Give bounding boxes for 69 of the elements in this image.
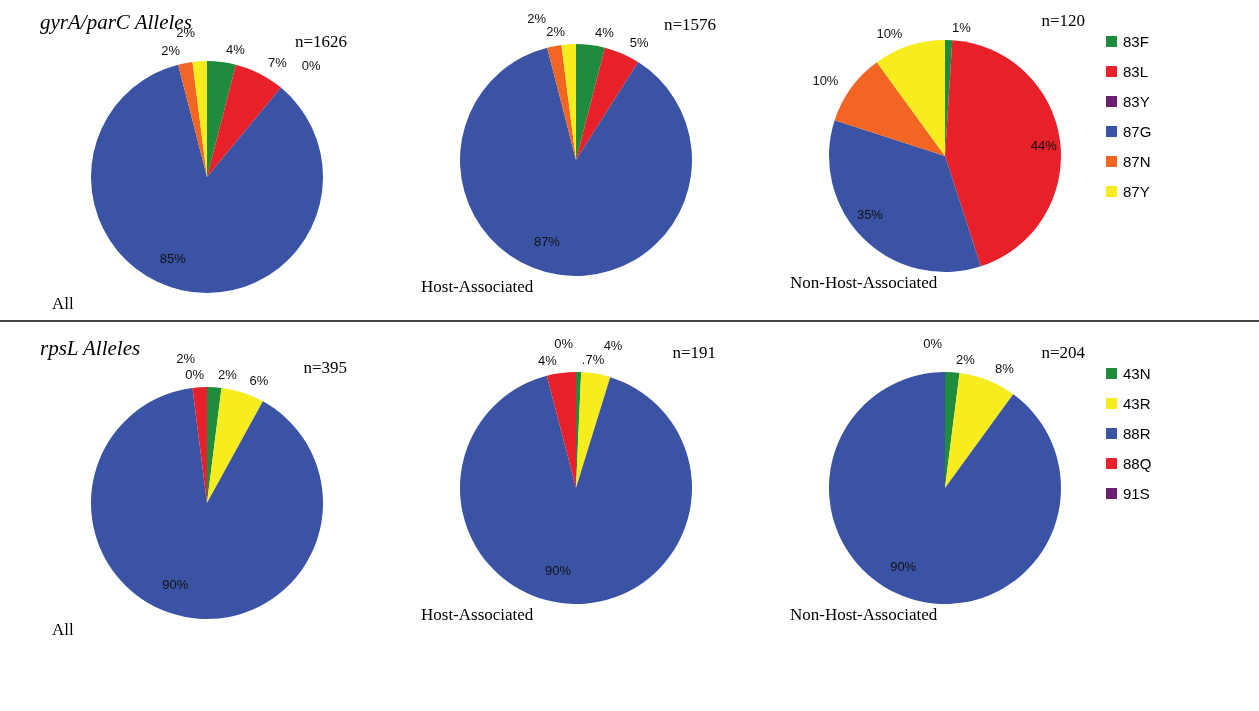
pie-slice [945,40,1061,267]
legend-label: 87G [1123,122,1152,140]
text: Non-Host-Associated [790,273,938,292]
data-label: 10% [812,72,839,88]
text: All [52,620,74,639]
data-label: 90% [890,559,917,575]
legend-label: 91S [1123,484,1150,502]
text: 0% [554,336,573,351]
legend-label: 88Q [1123,454,1152,472]
data-label: 35% [856,207,884,223]
pie-slice [91,387,323,619]
legend-label: 83F [1123,32,1149,50]
data-label: 4% [603,338,623,354]
data-label: 10% [876,26,903,42]
text: Host-Associated [421,277,534,296]
pie-slice [460,47,692,276]
data-label: 90% [162,577,189,593]
data-label: 2% [527,10,547,26]
legend-label: 43R [1123,394,1151,412]
chart-subtitle: n=1626 [294,32,347,51]
data-label: .7% [581,352,605,368]
pie-slice [207,387,263,503]
data-label: 7% [268,54,288,70]
data-label: 2% [176,351,196,367]
data-label: 2% [161,43,181,59]
legend-label: 83L [1123,62,1149,80]
text: Non-Host-Associated [790,605,938,624]
text: 0% [185,367,204,382]
pie-slice [546,372,576,488]
pie-slice [178,61,207,177]
text: 0% [923,336,942,351]
pie-slice [576,372,611,488]
data-label: 85% [159,250,187,266]
legend-label: 87Y [1123,182,1150,200]
data-label: 4% [226,42,246,58]
pie-slice [945,372,1014,488]
data-label: 4% [537,353,558,369]
data-label: 5% [629,34,650,50]
chart-subtitle: n=120 [1041,11,1085,30]
chart-subtitle: n=395 [303,358,347,377]
data-label: 8% [995,360,1015,376]
text: All [52,294,74,313]
text: Host-Associated [421,605,534,624]
pie-slice [576,44,605,160]
legend-label: 83Y [1123,92,1150,110]
chart-subtitle: n=204 [1041,343,1086,362]
pie-slice [829,120,981,272]
legend-label: 87N [1123,152,1151,170]
pie-slice [829,372,1061,604]
data-label: 2% [956,352,976,368]
chart-title: rpsL Alleles [40,336,141,360]
legend-label: 88R [1123,424,1151,442]
data-label: 87% [533,234,561,250]
data-label: 44% [1030,137,1058,153]
data-label: 2% [546,24,566,40]
data-label: 6% [249,373,269,389]
data-label: 90% [545,563,572,579]
text: 0% [301,58,321,74]
legend-label: 43N [1123,364,1151,382]
pie-slice [207,61,236,177]
pie-slice [876,40,945,156]
pie-slice [547,44,576,160]
chart-subtitle: n=1576 [663,15,716,34]
pie-slice [576,47,639,160]
pie-slice [460,375,692,604]
chart-subtitle: n=191 [672,343,716,362]
data-label: 4% [595,25,615,41]
data-label: 1% [952,20,972,36]
data-label: 2% [218,367,238,383]
